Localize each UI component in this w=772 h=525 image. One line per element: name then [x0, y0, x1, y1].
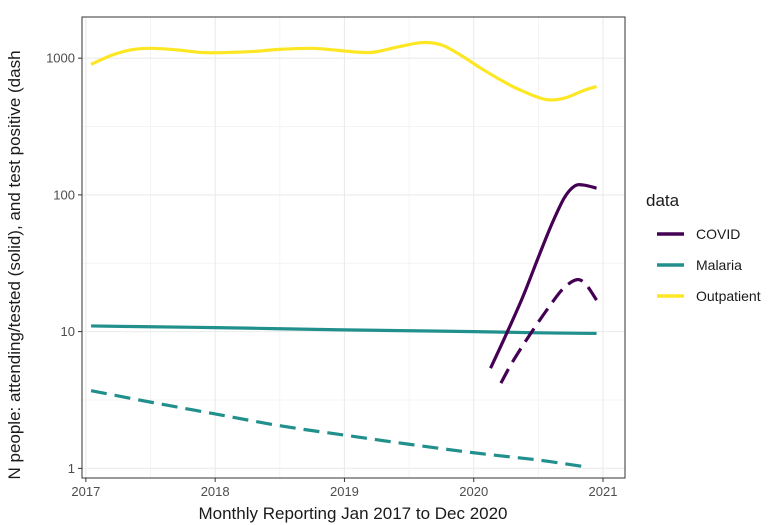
x-axis-title: Monthly Reporting Jan 2017 to Dec 2020	[198, 504, 507, 523]
x-tick-label: 2019	[330, 484, 359, 499]
legend: data COVID Malaria Outpatient	[646, 191, 761, 304]
legend-label-outpatient: Outpatient	[696, 288, 761, 304]
x-tick-label: 2018	[201, 484, 230, 499]
y-axis: 1 10 100 1000	[46, 51, 82, 476]
series-line-covid-attending	[489, 183, 597, 369]
x-axis: 2017 2018 2019 2020 2021	[71, 478, 617, 499]
panel-border	[81, 16, 626, 479]
x-tick-label: 2017	[71, 484, 100, 499]
series-line-outpatient-attending	[90, 40, 598, 102]
series-line-malaria-attending	[91, 324, 597, 336]
y-tick-label: 100	[53, 187, 75, 202]
grid-major	[82, 17, 625, 478]
legend-label-malaria: Malaria	[696, 257, 742, 273]
series-line-covid-test-positive	[499, 277, 598, 384]
series-line-malaria-test-positive	[90, 389, 588, 469]
legend-title: data	[646, 191, 680, 210]
y-tick-label: 1000	[46, 51, 75, 66]
x-tick-label: 2021	[589, 484, 618, 499]
panel-background	[82, 17, 625, 478]
x-tick-label: 2020	[459, 484, 488, 499]
y-tick-label: 10	[61, 324, 75, 339]
y-axis-title: N people: attending/tested (solid), and …	[5, 50, 24, 479]
series-layer	[90, 40, 598, 469]
legend-label-covid: COVID	[696, 226, 740, 242]
y-tick-label: 1	[68, 461, 75, 476]
